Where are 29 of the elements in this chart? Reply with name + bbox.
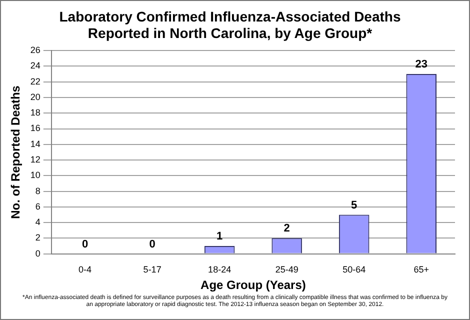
y-tick-label: 2 (35, 232, 40, 243)
x-tick-label: 18-24 (208, 264, 232, 275)
data-label: 5 (351, 199, 358, 212)
y-tick-label: 6 (35, 201, 40, 212)
y-tick-label: 26 (30, 45, 40, 56)
data-label: 0 (149, 238, 156, 250)
y-tick-label: 4 (35, 217, 40, 228)
data-label: 1 (216, 230, 223, 243)
x-tick-label: 5-17 (143, 264, 162, 275)
x-tick-label: 65+ (414, 264, 430, 275)
chart-title: Laboratory Confirmed Influenza-Associated Deaths Reported in North Carolina, by Age Group* (59, 8, 401, 42)
y-tick-label: 0 (35, 248, 40, 258)
y-tick-label: 22 (30, 76, 40, 86)
x-tick-label: 25-49 (275, 264, 298, 275)
y-tick-label: 14 (30, 138, 40, 149)
y-tick-label: 24 (30, 60, 40, 71)
y-tick-label: 8 (35, 186, 40, 196)
x-tick-label: 50-64 (342, 264, 366, 275)
x-axis-title: Age Group (Years) (200, 278, 306, 292)
x-tick-label: 0-4 (78, 264, 92, 275)
data-label: 0 (82, 238, 88, 250)
data-label: 23 (415, 58, 428, 71)
y-tick-label: 10 (30, 170, 40, 180)
y-axis-title: No. of Reported Deaths (8, 85, 23, 219)
y-tick-label: 20 (30, 92, 40, 102)
y-tick-label: 18 (30, 108, 40, 118)
y-tick-label: 16 (30, 123, 40, 134)
y-tick-label: 12 (30, 154, 40, 164)
data-label: 2 (284, 222, 290, 235)
